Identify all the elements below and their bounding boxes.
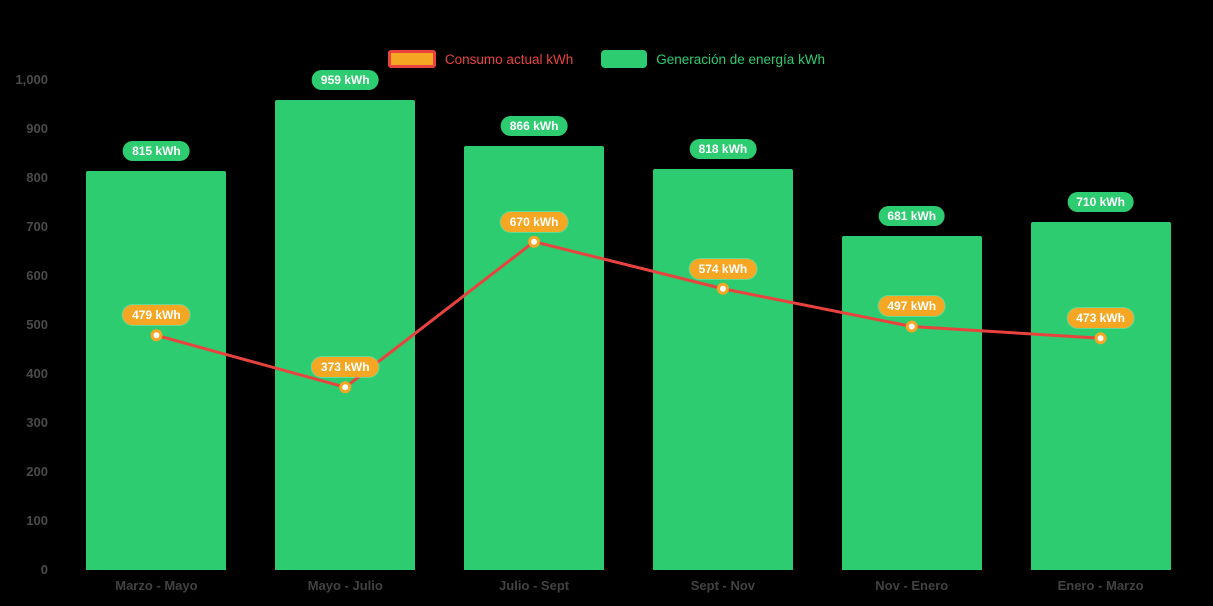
- y-tick-label: 100: [26, 513, 48, 528]
- y-tick-label: 800: [26, 170, 48, 185]
- y-tick-label: 700: [26, 219, 48, 234]
- y-tick-label: 0: [40, 562, 48, 577]
- legend-label-consumo: Consumo actual kWh: [444, 51, 574, 67]
- y-tick-label: 200: [26, 464, 48, 479]
- generation-bar: [841, 236, 982, 570]
- x-tick-label: Enero - Marzo: [1057, 578, 1144, 593]
- x-tick-label: Marzo - Mayo: [115, 578, 198, 593]
- consumption-value-badge: 497 kWh: [878, 296, 946, 317]
- consumption-value-badge: 670 kWh: [500, 211, 568, 232]
- y-tick-label: 600: [26, 268, 48, 283]
- generation-bar: [464, 145, 605, 570]
- y-tick-label: 900: [26, 121, 48, 136]
- generation-bar: [86, 170, 227, 570]
- y-tick-label: 1,000: [15, 72, 48, 87]
- consumption-value-badge: 479 kWh: [123, 305, 190, 326]
- generation-bar: [275, 100, 416, 570]
- x-tick-label: Julio - Sept: [499, 578, 570, 593]
- generation-value-badge: 866 kWh: [500, 115, 568, 136]
- generation-value-badge: 710 kWh: [1067, 192, 1134, 213]
- generacion-swatch-icon: [601, 50, 648, 68]
- generation-value-badge: 681 kWh: [878, 206, 946, 227]
- consumption-value-badge: 373 kWh: [311, 357, 379, 378]
- legend-item-generacion[interactable]: Generación de energía kWh: [601, 50, 825, 68]
- generation-bar: [652, 169, 793, 570]
- generation-value-badge: 818 kWh: [689, 139, 757, 160]
- legend-label-generacion: Generación de energía kWh: [656, 51, 826, 67]
- consumption-value-badge: 574 kWh: [689, 258, 757, 279]
- y-tick-label: 400: [26, 366, 48, 381]
- consumption-value-badge: 473 kWh: [1067, 308, 1134, 329]
- consumo-swatch-icon: [387, 50, 436, 68]
- x-tick-label: Mayo - Julio: [307, 578, 383, 593]
- chart-legend: Consumo actual kWh Generación de energía…: [0, 50, 1213, 68]
- legend-item-consumo[interactable]: Consumo actual kWh: [387, 50, 574, 68]
- generation-bar: [1030, 222, 1171, 570]
- y-tick-label: 500: [26, 317, 48, 332]
- x-tick-label: Nov - Enero: [875, 578, 949, 593]
- generation-value-badge: 815 kWh: [123, 140, 190, 161]
- x-tick-label: Sept - Nov: [690, 578, 756, 593]
- generation-value-badge: 959 kWh: [311, 70, 379, 91]
- y-tick-label: 300: [26, 415, 48, 430]
